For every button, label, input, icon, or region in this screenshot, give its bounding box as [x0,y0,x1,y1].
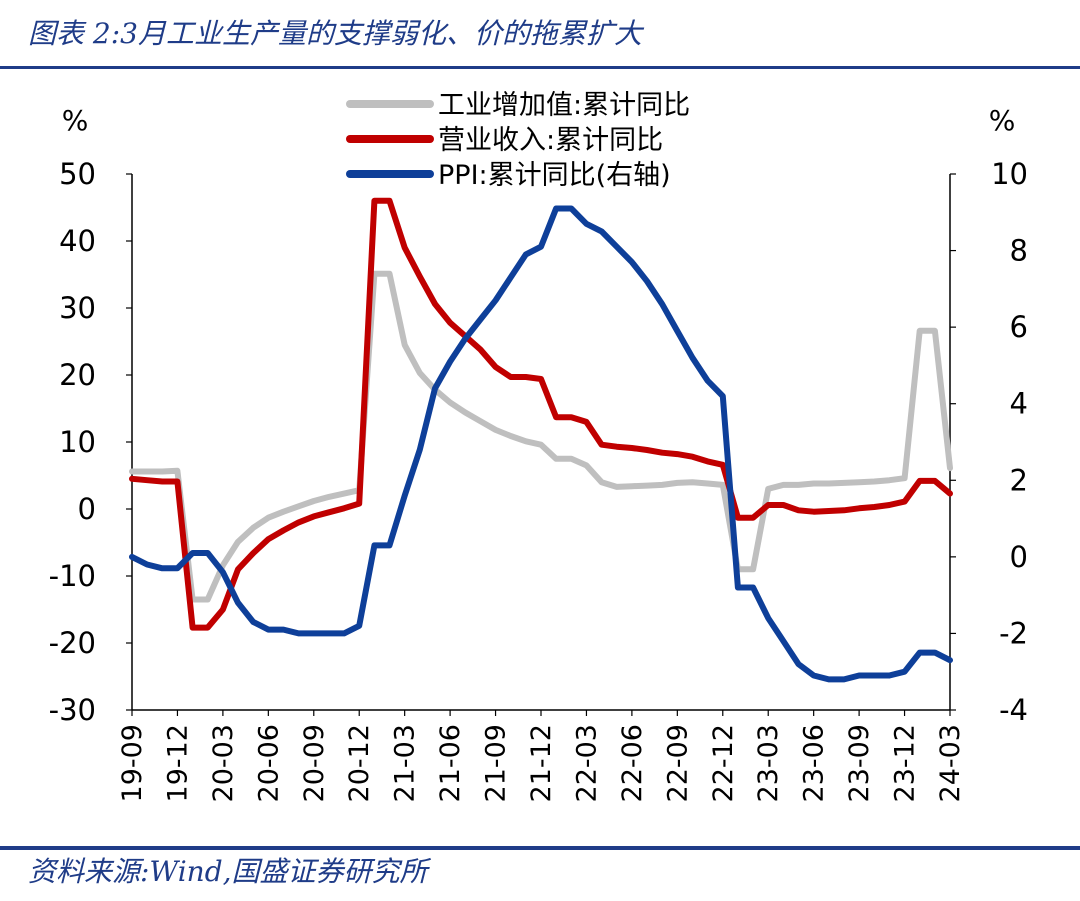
left-tick-label: 20 [59,358,96,392]
left-tick-label: -10 [49,559,96,593]
left-tick-label: 30 [59,291,96,325]
x-tick-label: 21-06 [435,724,466,802]
figure-title: 图表 2:3月工业生产量的支撑弱化、价的拖累扩大 [28,17,642,50]
legend-label-2: 营业收入:累计同比 [438,125,663,156]
top-rule [0,66,1080,69]
right-tick-label: 4 [1010,387,1028,421]
series-line-3 [129,205,953,683]
x-tick-label: 20-03 [208,724,239,802]
right-tick-label: -2 [999,616,1028,650]
series-line-1 [129,270,953,603]
right-tick-label: 2 [1010,463,1028,497]
right-tick-label: 0 [1010,540,1028,574]
x-tick-label: 21-03 [390,724,421,802]
right-tick-label: 10 [991,157,1028,191]
right-tick-label: -4 [999,693,1028,727]
left-unit-label: % [62,104,89,137]
left-tick-label: 10 [59,425,96,459]
x-tick-label: 19-12 [162,724,193,802]
left-tick-label: -30 [49,693,96,727]
left-tick-label: 40 [59,224,96,258]
x-tick-label: 20-09 [299,724,330,802]
series-line-2 [129,197,953,631]
bottom-rule [0,846,1080,850]
source-note: 资料来源:Wind,国盛证券研究所 [28,855,428,888]
legend-label-3: PPI:累计同比(右轴) [438,160,671,191]
x-tick-label: 21-12 [526,724,557,802]
x-tick-label: 19-09 [117,724,148,802]
x-tick-label: 23-03 [753,724,784,802]
x-tick-label: 20-06 [253,724,284,802]
x-tick-label: 20-12 [344,724,375,802]
x-tick-label: 22-06 [617,724,648,802]
right-tick-label: 8 [1010,234,1028,268]
x-tick-label: 23-09 [844,724,875,802]
right-unit-label: % [989,104,1016,137]
x-tick-label: 22-09 [662,724,693,802]
x-tick-label: 24-03 [935,724,966,802]
x-tick-label: 23-06 [799,724,830,802]
left-tick-label: -20 [49,626,96,660]
x-tick-label: 21-09 [481,724,512,802]
x-tick-label: 22-03 [571,724,602,802]
left-tick-label: 50 [59,157,96,191]
left-tick-label: 0 [78,492,96,526]
right-tick-label: 6 [1010,310,1028,344]
x-tick-label: 23-12 [890,724,921,802]
x-tick-label: 22-12 [708,724,739,802]
legend-label-1: 工业增加值:累计同比 [438,90,690,121]
